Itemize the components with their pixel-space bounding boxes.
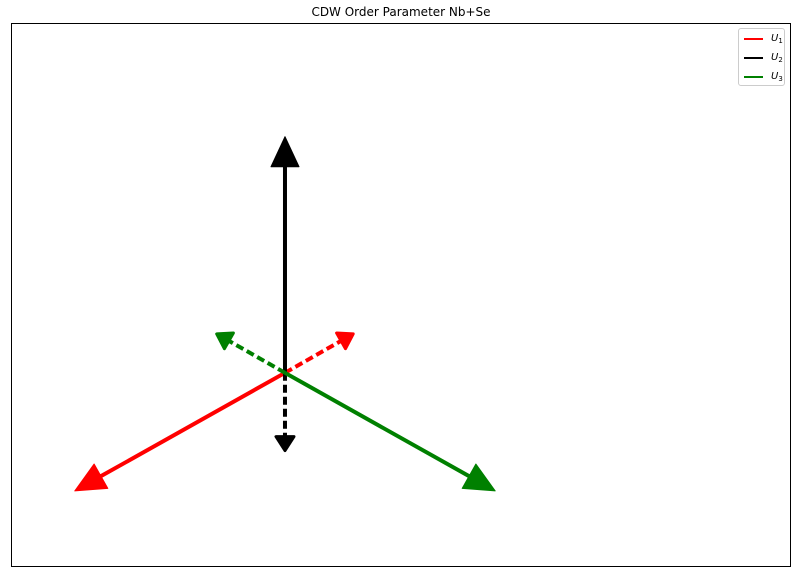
axes-frame bbox=[11, 23, 791, 567]
legend-line-u3 bbox=[744, 76, 763, 78]
vector-head-u3-solid bbox=[461, 463, 496, 492]
chart-title: CDW Order Parameter Nb+Se bbox=[311, 5, 491, 19]
legend: U1 U2 U3 bbox=[738, 28, 785, 86]
vectors-layer bbox=[74, 136, 496, 492]
legend-item-u3: U3 bbox=[742, 69, 784, 85]
legend-item-u1: U1 bbox=[742, 31, 784, 47]
legend-label-u3: U3 bbox=[771, 71, 783, 83]
vector-shaft-u1-solid bbox=[99, 371, 286, 478]
legend-item-u2: U2 bbox=[742, 50, 784, 66]
vector-head-u2-solid bbox=[270, 136, 300, 168]
vector-head-u1-dashed bbox=[335, 331, 355, 351]
legend-label-u1: U1 bbox=[771, 33, 783, 45]
vector-head-u2-dashed bbox=[274, 435, 296, 453]
vector-shaft-u3-dashed bbox=[227, 339, 286, 375]
legend-line-u2 bbox=[744, 57, 763, 59]
vector-head-u3-dashed bbox=[215, 331, 235, 351]
legend-line-u1 bbox=[744, 38, 763, 40]
vector-shaft-u3-solid bbox=[284, 371, 471, 478]
legend-label-u2: U2 bbox=[771, 52, 783, 64]
vector-shaft-u1-dashed bbox=[283, 339, 343, 375]
vector-head-u1-solid bbox=[74, 463, 109, 492]
